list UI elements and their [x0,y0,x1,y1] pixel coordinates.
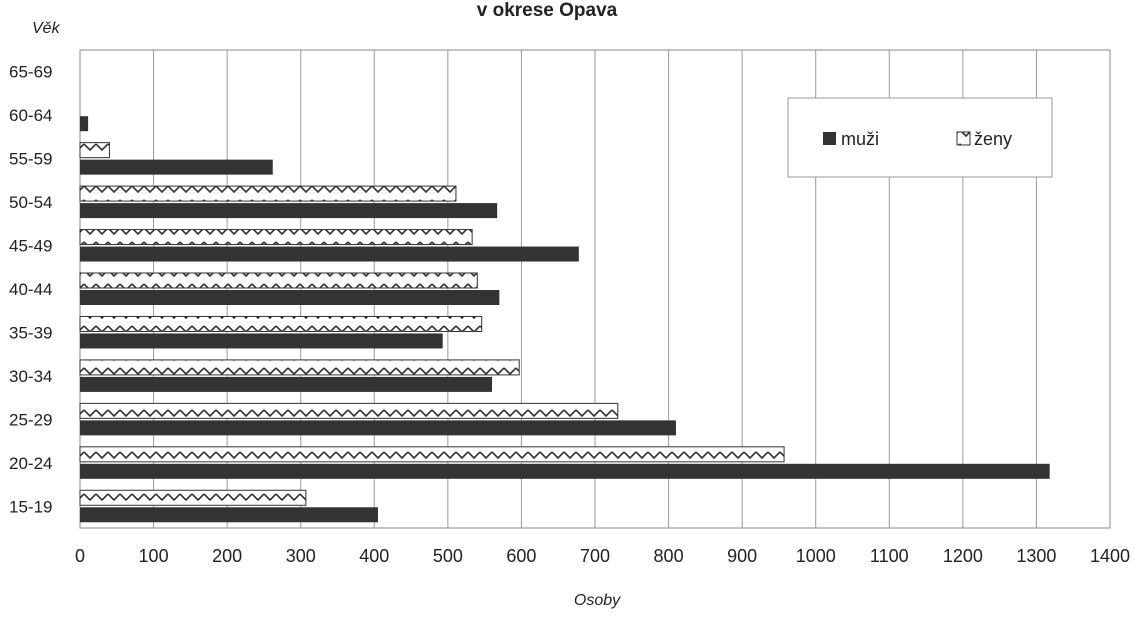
x-tick-label: 1200 [943,546,983,566]
y-tick-label: 45-49 [9,237,52,256]
x-tick-label: 400 [359,546,389,566]
x-tick-label: 1300 [1016,546,1056,566]
bar-zeny-15-19 [79,489,307,506]
y-tick-label: 50-54 [9,193,52,212]
chart-title: v okrese Opava [477,0,618,21]
x-tick-label: 1000 [796,546,836,566]
legend-swatch-muzi [823,132,836,145]
x-tick-label: 100 [139,546,169,566]
y-tick-labels: 15-19 20-24 25-29 30-34 35-39 40-44 45-49 50-54… [9,63,52,517]
y-tick-label: 15-19 [9,497,52,516]
bars [79,116,1050,523]
x-tick-label: 200 [212,546,242,566]
y-tick-label: 25-29 [9,410,52,429]
bar-muzi-15-19 [80,507,378,523]
legend-label-muzi: muži [841,129,879,149]
x-tick-label: 600 [506,546,536,566]
y-tick-label: 60-64 [9,106,52,125]
bar-muzi-55-59 [80,159,273,175]
x-tick-label: 900 [727,546,757,566]
y-tick-label: 30-34 [9,367,52,386]
legend: muži ženy [787,97,1053,178]
y-tick-label: 55-59 [9,150,52,169]
bar-muzi-45-49 [80,246,579,262]
y-tick-label: 65-69 [9,63,52,82]
bar-zeny-20-24 [79,446,785,463]
bar-muzi-35-39 [80,333,443,349]
bar-zeny-40-44 [79,272,478,289]
y-axis-title: Věk [32,20,61,37]
bar-muzi-50-54 [80,203,498,219]
x-tick-labels: 0 100 200 300 400 500 600 700 800 900 1000 1100 1200… [75,546,1130,566]
x-tick-label: 500 [433,546,463,566]
x-tick-label: 700 [580,546,610,566]
y-tick-label: 20-24 [9,454,52,473]
bar-zeny-35-39 [79,315,483,332]
bar-zeny-45-49 [79,229,473,246]
legend-label-zeny: ženy [974,129,1012,149]
bar-zeny-30-34 [79,359,520,376]
bar-muzi-20-24 [80,463,1050,479]
x-axis-title: Osoby [574,592,621,609]
bar-muzi-30-34 [80,376,492,392]
x-tick-label: 0 [75,546,85,566]
bar-zeny-50-54 [79,185,457,202]
bar-muzi-40-44 [80,290,500,305]
x-tick-label: 800 [654,546,684,566]
bar-zeny-25-29 [79,402,619,419]
bar-muzi-60-64 [80,116,89,132]
x-tick-label: 1100 [870,546,909,566]
x-tick-label: 1400 [1090,546,1130,566]
y-tick-label: 40-44 [9,280,52,299]
x-tick-label: 300 [286,546,316,566]
y-tick-label: 35-39 [9,323,52,342]
bar-zeny-55-59 [79,142,110,159]
bar-muzi-25-29 [80,420,676,436]
legend-swatch-zeny [956,131,971,146]
